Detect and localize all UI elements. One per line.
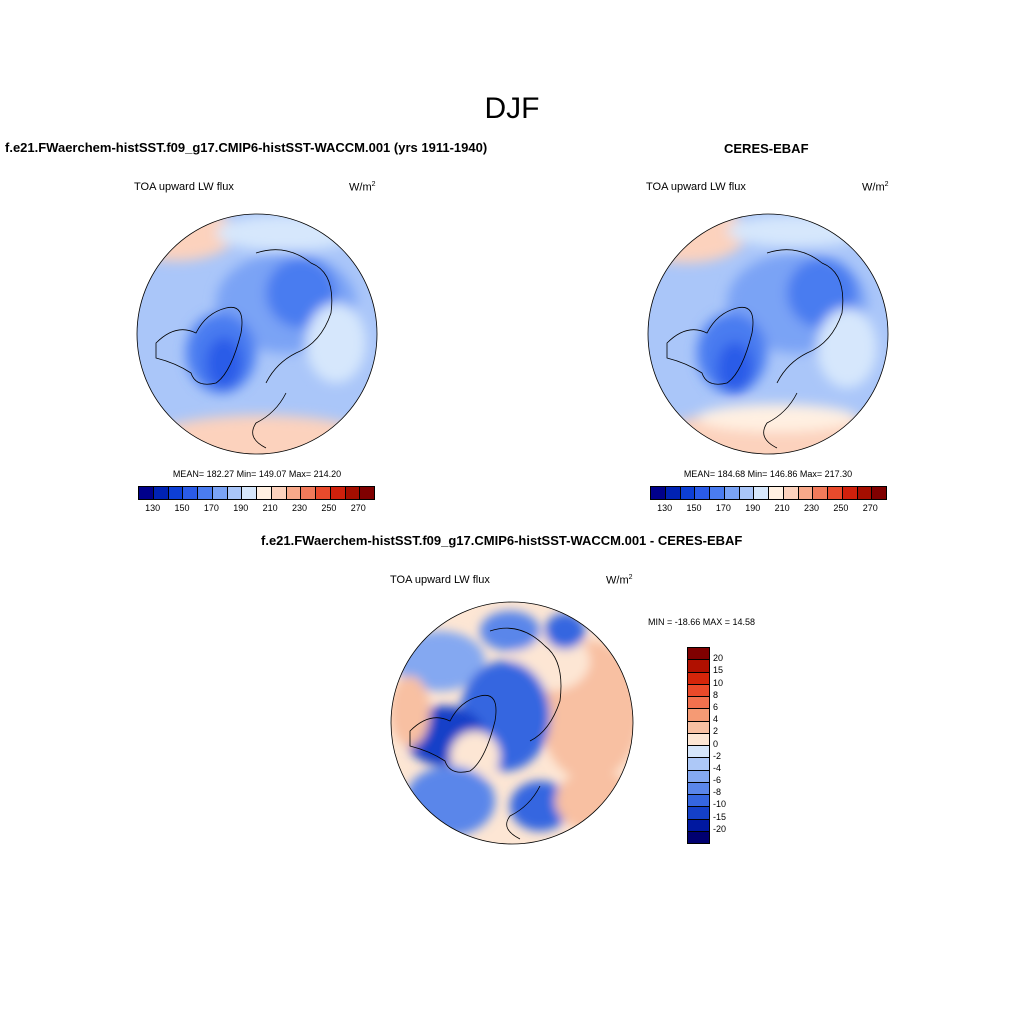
colorbar-swatch xyxy=(857,487,873,499)
colorbar-swatch xyxy=(688,721,709,734)
colorbar-tick-label: 10 xyxy=(713,677,724,688)
obs-units-label: W/m2 xyxy=(862,181,889,194)
colorbar-swatch xyxy=(688,709,709,722)
colorbar-tick-label: 20 xyxy=(713,653,724,664)
colorbar-swatch xyxy=(754,487,769,499)
diff-stats: MIN = -18.66 MAX = 14.58 xyxy=(648,617,756,627)
colorbar-swatch xyxy=(242,487,257,499)
colorbar-tick-label: 270 xyxy=(350,503,366,513)
colorbar-swatch xyxy=(286,487,302,499)
colorbar-tick-label: 230 xyxy=(804,503,820,513)
model-units-label: W/m2 xyxy=(349,181,376,194)
season-title: DJF xyxy=(484,92,540,125)
colorbar-tick-label: 150 xyxy=(174,503,190,513)
colorbar-swatch xyxy=(813,487,828,499)
colorbar-swatch xyxy=(739,487,755,499)
obs-variable-label: TOA upward LW flux xyxy=(646,181,746,193)
colorbar-swatch xyxy=(828,487,843,499)
colorbar-swatch xyxy=(688,795,709,808)
model-polar-map xyxy=(136,213,378,455)
colorbar-swatch xyxy=(688,807,709,820)
colorbar-swatch xyxy=(783,487,799,499)
model-colorbar xyxy=(138,486,375,500)
model-variable-label: TOA upward LW flux xyxy=(134,181,234,193)
colorbar-tick-label: 2 xyxy=(713,726,719,737)
colorbar-swatch xyxy=(688,770,709,783)
colorbar-swatch xyxy=(360,487,374,499)
obs-polar-map xyxy=(647,213,889,455)
colorbar-swatch xyxy=(688,697,709,710)
colorbar-tick-label: -10 xyxy=(713,799,727,810)
colorbar-tick-label: 190 xyxy=(745,503,761,513)
colorbar-tick-label: 270 xyxy=(862,503,878,513)
colorbar-swatch xyxy=(688,819,709,832)
diff-colorbar xyxy=(687,647,710,844)
colorbar-swatch xyxy=(316,487,331,499)
colorbar-swatch xyxy=(688,648,709,661)
colorbar-swatch xyxy=(724,487,740,499)
colorbar-swatch xyxy=(301,487,316,499)
colorbar-tick-label: -20 xyxy=(713,823,727,834)
obs-colorbar xyxy=(650,486,887,500)
colorbar-swatch xyxy=(198,487,213,499)
colorbar-swatch xyxy=(227,487,243,499)
colorbar-tick-label: 130 xyxy=(657,503,673,513)
colorbar-swatch xyxy=(651,487,666,499)
colorbar-tick-label: -2 xyxy=(713,750,722,761)
obs-stats: MEAN= 184.68 Min= 146.86 Max= 217.30 xyxy=(683,469,853,479)
colorbar-swatch xyxy=(153,487,169,499)
colorbar-swatch xyxy=(212,487,228,499)
colorbar-tick-label: 250 xyxy=(321,503,337,513)
colorbar-tick-label: -4 xyxy=(713,762,722,773)
colorbar-swatch xyxy=(271,487,287,499)
colorbar-swatch xyxy=(139,487,154,499)
colorbar-swatch xyxy=(872,487,886,499)
colorbar-swatch xyxy=(665,487,681,499)
colorbar-swatch xyxy=(688,831,709,843)
colorbar-tick-label: 15 xyxy=(713,665,724,676)
colorbar-swatch xyxy=(688,684,709,697)
colorbar-swatch xyxy=(842,487,858,499)
colorbar-tick-label: 210 xyxy=(774,503,790,513)
colorbar-tick-label: 4 xyxy=(713,714,719,725)
colorbar-swatch xyxy=(688,782,709,795)
colorbar-tick-label: 210 xyxy=(262,503,278,513)
colorbar-tick-label: -8 xyxy=(713,787,722,798)
colorbar-swatch xyxy=(695,487,710,499)
colorbar-swatch xyxy=(688,758,709,771)
colorbar-swatch xyxy=(330,487,346,499)
colorbar-swatch xyxy=(345,487,361,499)
diff-polar-map xyxy=(390,601,634,845)
colorbar-swatch xyxy=(688,660,709,673)
colorbar-tick-label: 170 xyxy=(715,503,731,513)
colorbar-tick-label: 130 xyxy=(145,503,161,513)
model-panel-title: f.e21.FWaerchem-histSST.f09_g17.CMIP6-hi… xyxy=(5,140,488,155)
diff-variable-label: TOA upward LW flux xyxy=(390,574,490,586)
model-stats: MEAN= 182.27 Min= 149.07 Max= 214.20 xyxy=(172,469,342,479)
colorbar-tick-label: 6 xyxy=(713,701,719,712)
colorbar-swatch xyxy=(798,487,814,499)
diff-units-label: W/m2 xyxy=(606,574,633,587)
obs-panel-title: CERES-EBAF xyxy=(724,141,809,156)
colorbar-swatch xyxy=(688,672,709,685)
colorbar-swatch xyxy=(710,487,725,499)
colorbar-tick-label: -6 xyxy=(713,775,722,786)
colorbar-tick-label: -15 xyxy=(713,811,727,822)
colorbar-tick-label: 0 xyxy=(713,738,719,749)
colorbar-swatch xyxy=(257,487,272,499)
colorbar-tick-label: 250 xyxy=(833,503,849,513)
colorbar-tick-label: 230 xyxy=(292,503,308,513)
colorbar-swatch xyxy=(688,733,709,746)
colorbar-swatch xyxy=(183,487,198,499)
colorbar-swatch xyxy=(168,487,184,499)
colorbar-swatch xyxy=(688,746,709,759)
diff-panel-title: f.e21.FWaerchem-histSST.f09_g17.CMIP6-hi… xyxy=(261,533,743,548)
colorbar-tick-label: 8 xyxy=(713,689,719,700)
colorbar-tick-label: 190 xyxy=(233,503,249,513)
colorbar-tick-label: 150 xyxy=(686,503,702,513)
colorbar-swatch xyxy=(680,487,696,499)
colorbar-swatch xyxy=(769,487,784,499)
colorbar-tick-label: 170 xyxy=(203,503,219,513)
